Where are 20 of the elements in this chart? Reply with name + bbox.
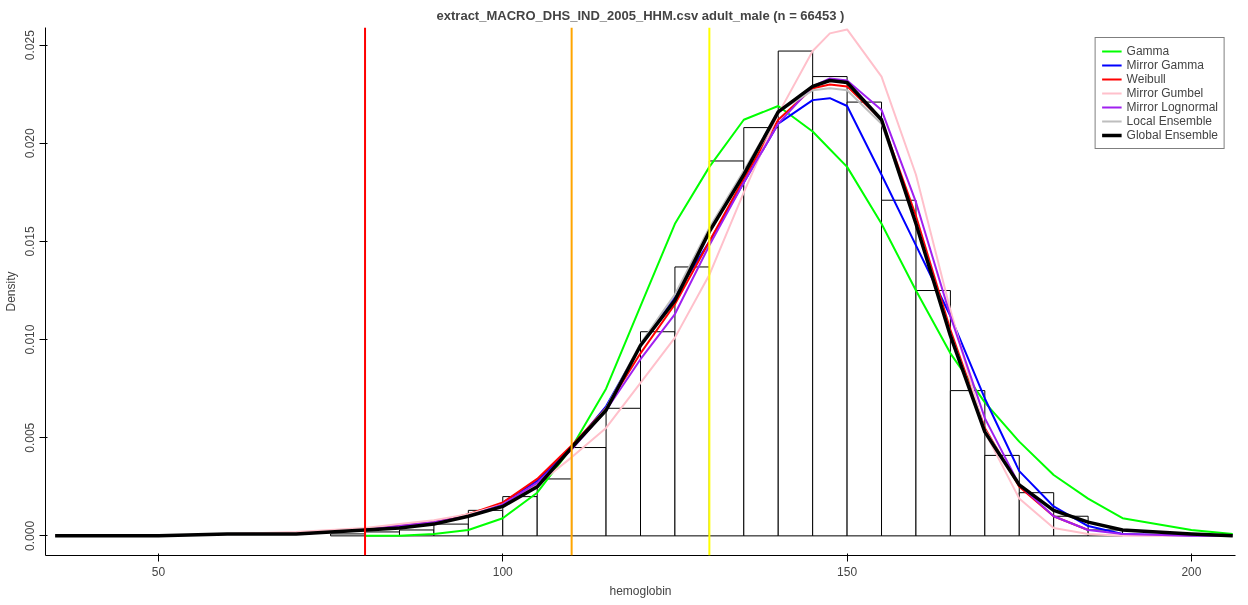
x-axis-title: hemoglobin bbox=[609, 583, 672, 598]
chart-title: extract_MACRO_DHS_IND_2005_HHM.csv adult_male (n = 66453 ) bbox=[436, 7, 845, 23]
y-tick-label: 0.005 bbox=[23, 422, 38, 453]
y-tick-label: 0.015 bbox=[23, 226, 38, 257]
y-tick-label: 0.010 bbox=[23, 324, 38, 355]
x-tick-label: 100 bbox=[492, 564, 514, 579]
x-tick-label: 50 bbox=[151, 564, 166, 579]
legend-label: Mirror Gamma bbox=[1126, 58, 1204, 72]
x-tick-label: 150 bbox=[837, 564, 858, 579]
legend-label: Weibull bbox=[1126, 72, 1166, 86]
x-tick-label: 200 bbox=[1181, 564, 1202, 579]
y-axis-title: Density bbox=[3, 271, 18, 312]
legend-label: Gamma bbox=[1126, 44, 1170, 58]
y-tick-label: 0.020 bbox=[23, 127, 38, 159]
y-tick-label: 0.025 bbox=[23, 29, 38, 61]
legend-label: Local Ensemble bbox=[1126, 114, 1212, 128]
legend-label: Global Ensemble bbox=[1126, 128, 1218, 142]
legend-label: Mirror Gumbel bbox=[1126, 86, 1204, 100]
y-tick-label: 0.000 bbox=[23, 520, 38, 551]
legend-label: Mirror Lognormal bbox=[1126, 100, 1218, 114]
